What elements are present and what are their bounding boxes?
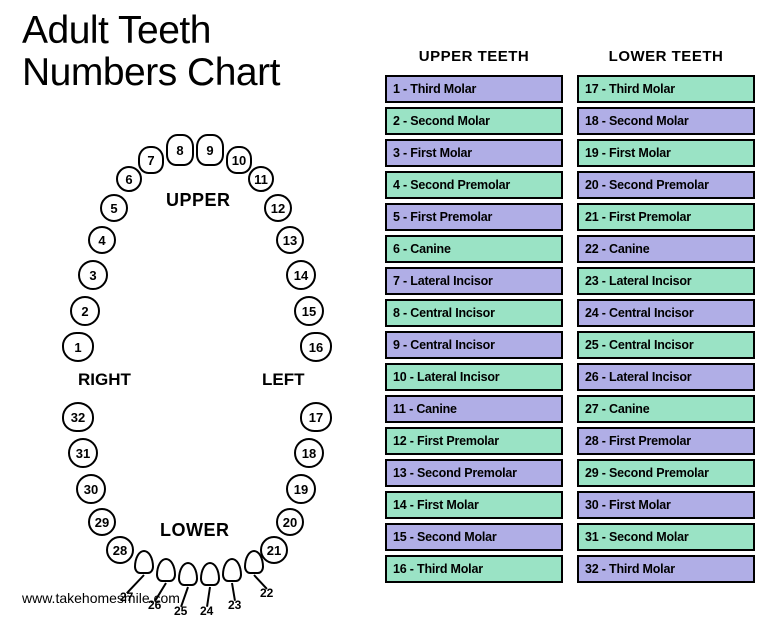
tooth-32: 32 — [62, 402, 94, 432]
tooth-row: 13 - Second Premolar — [385, 459, 563, 487]
tooth-row: 32 - Third Molar — [577, 555, 755, 583]
tooth-row: 27 - Canine — [577, 395, 755, 423]
tooth-row: 22 - Canine — [577, 235, 755, 263]
tooth-row: 23 - Lateral Incisor — [577, 267, 755, 295]
tooth-21: 21 — [260, 536, 288, 564]
tooth-15: 15 — [294, 296, 324, 326]
tooth-row: 18 - Second Molar — [577, 107, 755, 135]
tooth-11: 11 — [248, 166, 274, 192]
tooth-6: 6 — [116, 166, 142, 192]
tooth-row: 29 - Second Premolar — [577, 459, 755, 487]
tooth-9: 9 — [196, 134, 224, 166]
tooth-row: 14 - First Molar — [385, 491, 563, 519]
tooth-row: 10 - Lateral Incisor — [385, 363, 563, 391]
tooth-row: 4 - Second Premolar — [385, 171, 563, 199]
tooth-row: 11 - Canine — [385, 395, 563, 423]
tooth-row: 25 - Central Incisor — [577, 331, 755, 359]
tooth-row: 31 - Second Molar — [577, 523, 755, 551]
tooth-5: 5 — [100, 194, 128, 222]
tooth-row: 8 - Central Incisor — [385, 299, 563, 327]
tooth-10: 10 — [226, 146, 252, 174]
tooth-27 — [134, 550, 154, 574]
right-side-label: RIGHT — [78, 370, 131, 390]
tooth-4: 4 — [88, 226, 116, 254]
tooth-row: 16 - Third Molar — [385, 555, 563, 583]
tooth-row: 6 - Canine — [385, 235, 563, 263]
tooth-row: 28 - First Premolar — [577, 427, 755, 455]
teeth-diagram: UPPER LOWER RIGHT LEFT 12345678910111213… — [20, 130, 360, 570]
tooth-row: 3 - First Molar — [385, 139, 563, 167]
tooth-29: 29 — [88, 508, 116, 536]
tooth-17: 17 — [300, 402, 332, 432]
tooth-20: 20 — [276, 508, 304, 536]
tooth-row: 5 - First Premolar — [385, 203, 563, 231]
upper-teeth-column: UPPER TEETH 1 - Third Molar 2 - Second Mo… — [385, 48, 563, 587]
lower-arch-label: LOWER — [160, 520, 230, 541]
tooth-30: 30 — [76, 474, 106, 504]
tooth-12: 12 — [264, 194, 292, 222]
upper-column-header: UPPER TEETH — [385, 48, 563, 65]
tooth-3: 3 — [78, 260, 108, 290]
tooth-row: 2 - Second Molar — [385, 107, 563, 135]
tooth-19: 19 — [286, 474, 316, 504]
tooth-row: 26 - Lateral Incisor — [577, 363, 755, 391]
tooth-23 — [222, 558, 242, 582]
footer-url: www.takehomesmile.com — [22, 590, 180, 606]
tooth-28: 28 — [106, 536, 134, 564]
tooth-24 — [200, 562, 220, 586]
tooth-row: 1 - Third Molar — [385, 75, 563, 103]
tooth-row: 15 - Second Molar — [385, 523, 563, 551]
tooth-31: 31 — [68, 438, 98, 468]
tooth-13: 13 — [276, 226, 304, 254]
tooth-row: 9 - Central Incisor — [385, 331, 563, 359]
page-title: Adult TeethNumbers Chart — [22, 10, 280, 94]
left-side-label: LEFT — [262, 370, 305, 390]
upper-arch-label: UPPER — [166, 190, 231, 211]
tooth-row: 12 - First Premolar — [385, 427, 563, 455]
tooth-row: 17 - Third Molar — [577, 75, 755, 103]
tooth-row: 30 - First Molar — [577, 491, 755, 519]
tooth-row: 19 - First Molar — [577, 139, 755, 167]
lower-column-header: LOWER TEETH — [577, 48, 755, 65]
tooth-row: 24 - Central Incisor — [577, 299, 755, 327]
tooth-2: 2 — [70, 296, 100, 326]
lower-teeth-column: LOWER TEETH 17 - Third Molar 18 - Second … — [577, 48, 755, 587]
tooth-16: 16 — [300, 332, 332, 362]
tooth-26 — [156, 558, 176, 582]
tooth-row: 20 - Second Premolar — [577, 171, 755, 199]
tooth-8: 8 — [166, 134, 194, 166]
tooth-14: 14 — [286, 260, 316, 290]
tooth-row: 7 - Lateral Incisor — [385, 267, 563, 295]
tooth-row: 21 - First Premolar — [577, 203, 755, 231]
tooth-1: 1 — [62, 332, 94, 362]
teeth-tables: UPPER TEETH 1 - Third Molar 2 - Second Mo… — [385, 48, 755, 587]
tooth-7: 7 — [138, 146, 164, 174]
tooth-18: 18 — [294, 438, 324, 468]
tooth-25 — [178, 562, 198, 586]
